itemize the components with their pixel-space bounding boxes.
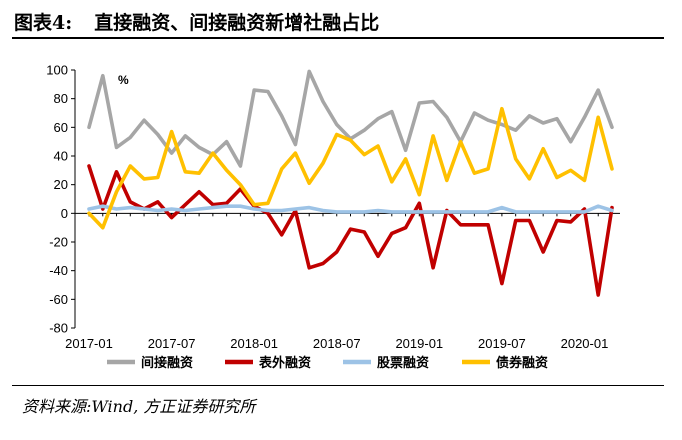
x-tick-label: 2017-01 xyxy=(65,336,113,351)
unit-label: % xyxy=(118,73,129,87)
y-tick-label: -80 xyxy=(49,321,68,336)
legend-label: 股票融资 xyxy=(377,355,429,371)
y-tick-label: 0 xyxy=(61,206,68,221)
y-tick-label: 60 xyxy=(54,120,68,135)
series-line-1 xyxy=(87,69,614,168)
y-tick-label: -20 xyxy=(49,235,68,250)
x-tick-label: 2017-07 xyxy=(148,336,196,351)
plot-lines xyxy=(87,69,614,297)
chart-area: -80 -60 -40 -20 0 20 40 60 80 100 2017-01 2017-07 20… xyxy=(46,63,620,371)
x-tick-label: 2018-07 xyxy=(313,336,361,351)
top-rule xyxy=(12,37,664,39)
figure-number: 图表4: xyxy=(14,12,73,34)
legend-label: 表外融资 xyxy=(258,355,311,371)
legend-label: 间接融资 xyxy=(141,355,193,371)
y-tick-label: 20 xyxy=(54,177,68,192)
figure-title: 图表4: 直接融资、间接融资新增社融占比 xyxy=(14,8,379,35)
series-line-2 xyxy=(87,164,614,297)
series-line-4 xyxy=(87,106,614,230)
legend-label: 债券融资 xyxy=(496,355,548,371)
figure-title-text: 直接融资、间接融资新增社融占比 xyxy=(94,12,380,34)
legend: 间接融资 表外融资 股票融资 债券融资 xyxy=(107,355,548,371)
x-tick-label: 2020-01 xyxy=(561,336,609,351)
y-tick-label: -40 xyxy=(49,263,68,278)
x-tick-label: 2018-01 xyxy=(230,336,278,351)
y-tick-label: -60 xyxy=(49,292,68,307)
bottom-rule xyxy=(12,385,664,386)
source-note: 资料来源:Wind, 方正证券研究所 xyxy=(22,397,256,416)
y-tick-label: 100 xyxy=(46,63,68,78)
x-tick-label: 2019-01 xyxy=(395,336,443,351)
series-line-3 xyxy=(87,204,614,214)
y-tick-label: 40 xyxy=(54,149,68,164)
x-tick-label: 2019-07 xyxy=(478,336,526,351)
y-tick-label: 80 xyxy=(54,91,68,106)
